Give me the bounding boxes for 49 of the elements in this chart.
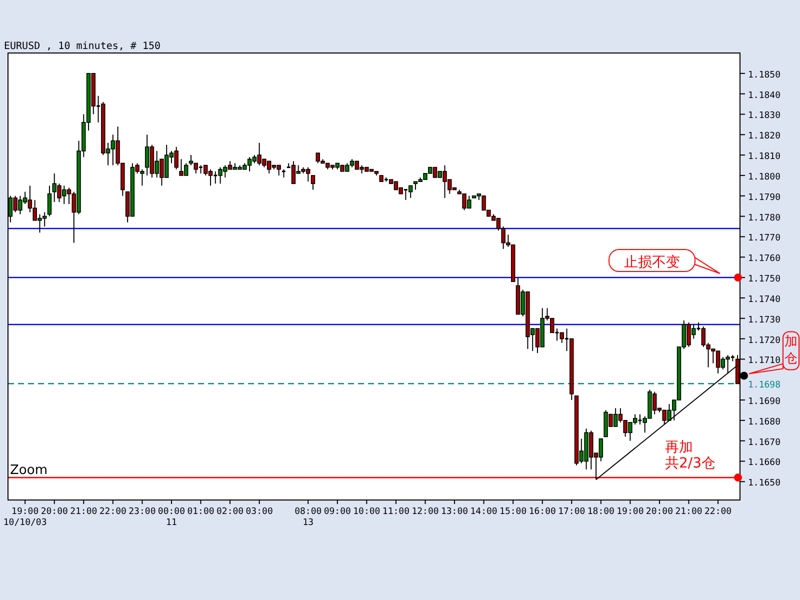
y-tick-label: 1.1650 xyxy=(748,478,781,489)
x-tick-label: 19:00 xyxy=(616,507,644,517)
x-tick-label: 17:00 xyxy=(558,507,586,517)
x-tick-label: 11:00 xyxy=(382,507,410,517)
y-tick-label: 1.1760 xyxy=(748,254,781,264)
y-tick-label: 1.1720 xyxy=(748,336,781,346)
y-tick-label: 1.1710 xyxy=(748,356,781,366)
y-tick-label: 1.1670 xyxy=(748,438,781,448)
annotation: Zoom xyxy=(10,463,48,478)
y-tick-label: 1.1800 xyxy=(748,172,781,182)
y-tick-label: 1.1730 xyxy=(748,315,781,326)
x-tick-label: 12:00 xyxy=(412,507,439,517)
x-tick-label: 16:00 xyxy=(528,507,556,517)
x-tick-label: 00:00 11 xyxy=(158,507,186,528)
y-tick-label: 1.1770 xyxy=(748,234,781,244)
annotation: 止损不变 xyxy=(624,254,680,271)
x-tick-label: 22:00 xyxy=(704,507,732,517)
x-tick-label: 21:00 xyxy=(70,507,98,517)
x-tick-label: 01:00 xyxy=(187,507,214,517)
y-tick-label: 1.1790 xyxy=(748,192,781,203)
x-tick-label: 22:00 xyxy=(99,507,126,517)
x-tick-label: 09:00 xyxy=(324,507,351,517)
y-tick-label: 1.1840 xyxy=(748,90,781,101)
y-tick-label: 1.1660 xyxy=(748,458,781,468)
y-tick-label: 1.1850 xyxy=(748,70,781,80)
x-tick-label: 14:00 xyxy=(470,507,498,517)
y-tick-label: 1.1810 xyxy=(748,152,781,162)
x-tick-label: 02:00 xyxy=(216,507,244,517)
text: 加仓 xyxy=(784,334,798,367)
y-tick-label: 1.1750 xyxy=(748,274,781,285)
x-tick-label: 20:00 xyxy=(646,507,674,517)
annotation: 再加共2/3仓 xyxy=(665,440,716,472)
y-tick-label: 1.1820 xyxy=(748,132,781,142)
y-tick-label: 1.1740 xyxy=(748,294,781,305)
ref-line-label: 1.1698 xyxy=(748,380,781,391)
x-tick-label: 23:00 xyxy=(128,507,156,517)
x-tick-label: 15:00 xyxy=(500,507,527,517)
x-tick-label: 08:00 13 xyxy=(294,507,322,528)
y-tick-label: 1.1780 xyxy=(748,213,781,224)
x-tick-label: 21:00 xyxy=(675,507,702,517)
y-tick-label: 1.1680 xyxy=(748,417,781,428)
y-tick-label: 1.1690 xyxy=(748,396,781,407)
x-tick-label: 18:00 xyxy=(587,507,614,517)
x-tick-label: 10:00 xyxy=(353,507,380,517)
x-tick-label: 03:00 xyxy=(246,507,273,517)
y-tick-label: 1.1830 xyxy=(748,111,781,122)
x-tick-label: 20:00 xyxy=(40,507,68,517)
x-tick-label: 13:00 xyxy=(440,507,468,517)
chart-title: EURUSD , 10 minutes, # 150 xyxy=(4,41,161,52)
